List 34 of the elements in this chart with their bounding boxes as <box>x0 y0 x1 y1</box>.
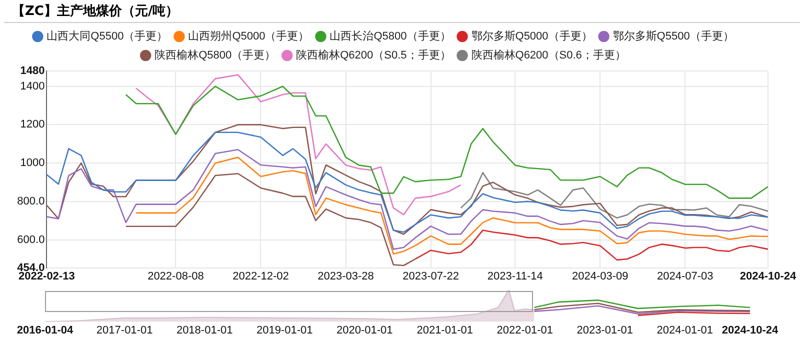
y-tick-label: 800.0 <box>17 195 45 208</box>
x-tick-label: 2024-10-24 <box>722 324 780 336</box>
y-tick-label: 1400 <box>20 80 45 92</box>
x-tick-label: 2022-01-01 <box>496 324 554 336</box>
x-tick-label: 2024-10-24 <box>740 270 798 282</box>
y-tick-label: 1000 <box>20 157 45 170</box>
x-tick-label: 2022-08-08 <box>148 270 204 282</box>
legend-label: 鄂尔多斯Q5500（手更） <box>612 30 734 43</box>
x-tick-label: 2018-01-01 <box>176 324 233 336</box>
legend-label: 山西大同Q5500（手更） <box>46 30 168 43</box>
x-tick-label: 2022-02-13 <box>18 270 75 282</box>
x-tick-label: 2019-01-01 <box>256 324 313 336</box>
x-tick-label: 2023-07-22 <box>402 270 459 282</box>
chart-title: 【ZC】主产地煤价（元/吨） <box>4 0 800 23</box>
legend-label: 山西朔州Q5000（手更） <box>188 30 310 43</box>
legend-label: 鄂尔多斯Q5000（手更） <box>471 30 592 43</box>
x-tick-label: 2021-01-01 <box>416 324 473 336</box>
x-tick-label: 2024-07-03 <box>657 270 714 282</box>
legend-label: 山西长治Q5800（手更） <box>330 30 451 43</box>
x-tick-label: 2024-03-09 <box>572 270 628 282</box>
legend-label: 陕西榆林Q5800（手更） <box>154 48 276 62</box>
x-tick-label: 2023-03-28 <box>318 270 374 282</box>
y-tick-label: 1200 <box>20 118 45 131</box>
x-tick-label: 2020-01-01 <box>336 324 393 336</box>
x-tick-label: 2024-01-01 <box>656 324 714 336</box>
x-tick-label: 2017-01-01 <box>96 324 153 336</box>
x-tick-label: 2016-01-04 <box>16 324 74 336</box>
legend-label: 陕西榆林Q6200（S0.5；手更） <box>296 48 451 62</box>
x-tick-label: 2022-12-02 <box>232 270 289 282</box>
y-tick-label: 1480 <box>20 65 45 78</box>
legend-label: 陕西榆林Q6200（S0.6；手更） <box>471 48 626 62</box>
x-tick-label: 2023-01-01 <box>576 324 634 336</box>
y-tick-label: 600.0 <box>17 234 45 246</box>
x-tick-label: 2023-11-14 <box>487 270 543 282</box>
